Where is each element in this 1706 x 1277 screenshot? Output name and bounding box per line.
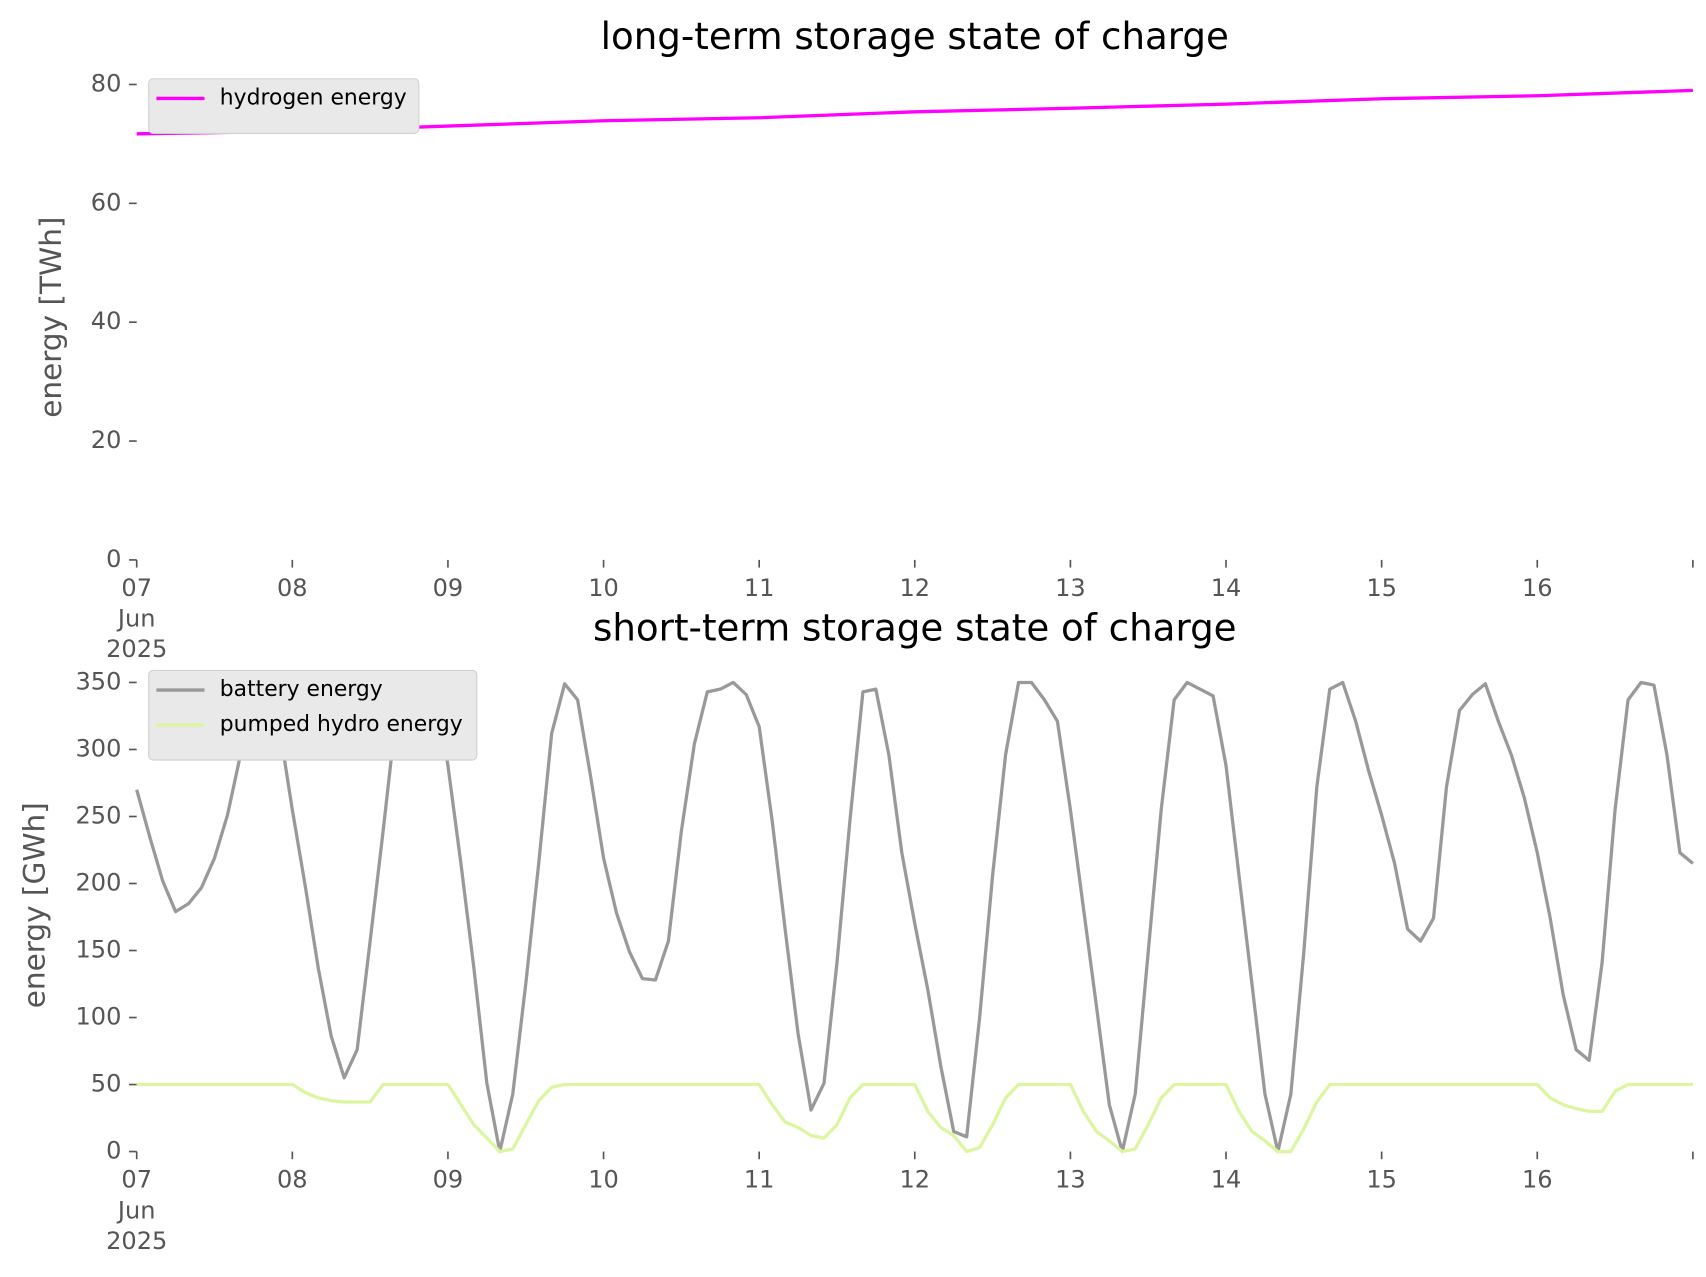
x-tick-label-line: 14 xyxy=(1211,574,1242,602)
x-tick-label-line: 2025 xyxy=(106,1227,167,1255)
x-tick-label: 10 xyxy=(588,574,619,602)
y-tick-label: 150 xyxy=(75,936,121,964)
x-tick-label: 16 xyxy=(1522,1166,1553,1194)
y-tick-label: 350 xyxy=(75,667,121,695)
chart-title: short-term storage state of charge xyxy=(593,605,1237,649)
x-tick-label: 07 Jun 2025 xyxy=(106,1166,167,1255)
legend-box xyxy=(148,78,420,134)
x-tick-label-line: 08 xyxy=(277,574,308,602)
x-tick-label: 09 xyxy=(433,1166,464,1194)
y-tick-label: 40 xyxy=(91,307,122,335)
legend-box xyxy=(148,669,478,761)
x-tick-label: 15 xyxy=(1366,1166,1397,1194)
x-tick-label-line: 10 xyxy=(588,1166,619,1194)
x-tick-label-line: 15 xyxy=(1366,1166,1397,1194)
x-tick-label: 12 xyxy=(899,1166,930,1194)
y-tick-label: 100 xyxy=(75,1003,121,1031)
x-tick-label: 16 xyxy=(1522,574,1553,602)
legend-label: pumped hydro energy xyxy=(220,712,463,737)
y-tick-label: 50 xyxy=(91,1070,122,1098)
x-tick-label: 15 xyxy=(1366,574,1397,602)
x-tick-label: 09 xyxy=(433,574,464,602)
y-axis-label: energy [GWh] xyxy=(18,802,52,1008)
x-tick-label: 12 xyxy=(899,574,930,602)
legend-label: battery energy xyxy=(220,677,383,702)
x-tick-label-line: 11 xyxy=(744,1166,775,1194)
x-tick-label-line: 13 xyxy=(1055,574,1086,602)
x-tick-label-line: 15 xyxy=(1366,574,1397,602)
y-tick-label: 0 xyxy=(106,1137,121,1165)
x-tick-label: 10 xyxy=(588,1166,619,1194)
x-tick-label: 08 xyxy=(277,574,308,602)
x-tick-label-line: 16 xyxy=(1522,1166,1553,1194)
y-tick-label: 200 xyxy=(75,869,121,897)
x-tick-label-line: 12 xyxy=(899,574,930,602)
x-tick-label-line: 12 xyxy=(899,1166,930,1194)
x-tick-label-line: 16 xyxy=(1522,574,1553,602)
x-tick-label-line: 11 xyxy=(744,574,775,602)
x-tick-label: 11 xyxy=(744,1166,775,1194)
x-tick-label-line: 14 xyxy=(1211,1166,1242,1194)
x-tick-label-line: Jun xyxy=(116,605,156,633)
legend: battery energy pumped hydro energy xyxy=(148,669,478,761)
x-tick-label-line: 07 xyxy=(121,574,152,602)
data-line xyxy=(136,1082,1693,1154)
x-tick-label-line: 13 xyxy=(1055,1166,1086,1194)
x-tick-label-line: 08 xyxy=(277,1166,308,1194)
legend-label: hydrogen energy xyxy=(220,85,407,110)
y-tick-label: 20 xyxy=(91,426,122,454)
y-tick-label: 0 xyxy=(106,545,121,573)
y-tick-label: 80 xyxy=(91,69,122,97)
y-tick-label: 60 xyxy=(91,188,122,216)
x-tick-label-line: 09 xyxy=(433,1166,464,1194)
y-axis-label: energy [TWh] xyxy=(34,217,68,418)
x-tick-label-line: Jun xyxy=(116,1196,156,1224)
x-tick-label: 13 xyxy=(1055,574,1086,602)
x-tick-label: 14 xyxy=(1211,1166,1242,1194)
legend: hydrogen energy xyxy=(148,78,420,134)
x-tick-label: 07 Jun 2025 xyxy=(106,574,167,663)
x-tick-label-line: 10 xyxy=(588,574,619,602)
x-tick-label-line: 07 xyxy=(121,1166,152,1194)
x-tick-label: 14 xyxy=(1211,574,1242,602)
x-tick-label-line: 09 xyxy=(433,574,464,602)
x-tick-label-line: 2025 xyxy=(106,635,167,663)
x-tick-label: 13 xyxy=(1055,1166,1086,1194)
y-tick-label: 250 xyxy=(75,801,121,829)
chart-title: long-term storage state of charge xyxy=(601,14,1229,58)
x-tick-label: 08 xyxy=(277,1166,308,1194)
x-tick-label: 11 xyxy=(744,574,775,602)
y-tick-label: 300 xyxy=(75,734,121,762)
